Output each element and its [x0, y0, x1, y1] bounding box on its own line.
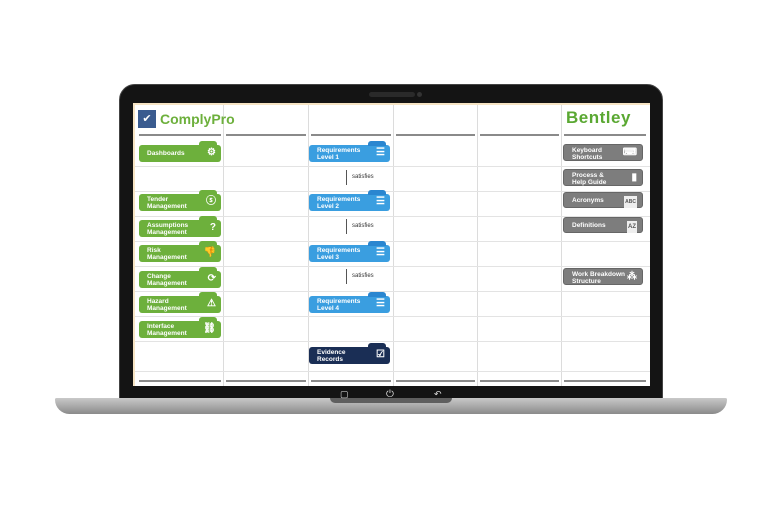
back-icon[interactable]: ↶ — [434, 389, 442, 399]
refresh-icon: ⟳ — [207, 273, 216, 284]
satisfies-label: satisfies — [346, 170, 374, 185]
laptop-base — [55, 398, 727, 414]
requirements-level-1-button[interactable]: Requirements Level 1 ☰ — [309, 141, 390, 162]
list-icon: ☰ — [376, 196, 385, 207]
bentley-logo: Bentley — [566, 108, 631, 127]
recent-apps-icon[interactable]: ▢ — [340, 389, 349, 399]
risk-management-button[interactable]: Risk Management 👎 — [139, 241, 221, 262]
dollar-icon: ⓢ — [206, 196, 216, 207]
checkmark-logo-icon: ✔ — [138, 110, 156, 128]
hazard-management-button[interactable]: Hazard Management ⚠ — [139, 292, 221, 313]
assumptions-management-button[interactable]: Assumptions Management? — [139, 216, 221, 237]
interface-management-button[interactable]: Interface Management ⛓ — [139, 317, 221, 338]
process-help-guide-button[interactable]: Process & Help Guide ▮ — [563, 169, 643, 186]
satisfies-label: satisfies — [346, 269, 374, 284]
link-icon: ⛓ — [203, 323, 216, 334]
app-name: ComplyPro — [160, 111, 235, 127]
change-management-button[interactable]: Change Management ⟳ — [139, 267, 221, 288]
hierarchy-icon: ⁂ — [627, 271, 637, 282]
checklist-icon: ☑ — [376, 349, 385, 360]
thumbs-down-icon: 👎 — [203, 247, 216, 258]
keyboard-shortcuts-button[interactable]: Keyboard Shortcuts ⌨ — [563, 144, 643, 161]
list-icon: ☰ — [376, 298, 385, 309]
laptop-notch — [330, 398, 452, 403]
requirements-level-3-button[interactable]: Requirements Level 3 ☰ — [309, 241, 390, 262]
dashboard-icon: ⚙ — [207, 147, 216, 158]
requirements-level-4-button[interactable]: Requirements Level 4 ☰ — [309, 292, 390, 313]
definitions-button[interactable]: Definitions AZ — [563, 217, 643, 233]
az-icon: AZ — [627, 221, 637, 233]
tender-management-button[interactable]: Tender Management ⓢ — [139, 190, 221, 211]
laptop-speaker — [369, 92, 415, 97]
camera-icon — [417, 92, 422, 97]
keyboard-icon: ⌨ — [622, 147, 637, 158]
evidence-records-button[interactable]: Evidence Records ☑ — [309, 343, 390, 364]
power-icon[interactable]: ⏻ — [386, 389, 394, 400]
warning-icon: ⚠ — [207, 298, 216, 309]
list-icon: ☰ — [376, 147, 385, 158]
work-breakdown-structure-button[interactable]: Work Breakdown Structure ⁂ — [563, 268, 643, 285]
dashboards-button[interactable]: Dashboards ⚙ — [139, 141, 221, 162]
question-icon: ? — [209, 222, 216, 233]
satisfies-label: satisfies — [346, 219, 374, 234]
document-icon: ▮ — [631, 172, 637, 183]
complypro-logo: ✔ ComplyPro — [138, 110, 235, 128]
abc-icon: ABC — [624, 196, 637, 208]
acronyms-button[interactable]: Acronyms ABC — [563, 192, 643, 208]
requirements-level-2-button[interactable]: Requirements Level 2 ☰ — [309, 190, 390, 211]
list-icon: ☰ — [376, 247, 385, 258]
